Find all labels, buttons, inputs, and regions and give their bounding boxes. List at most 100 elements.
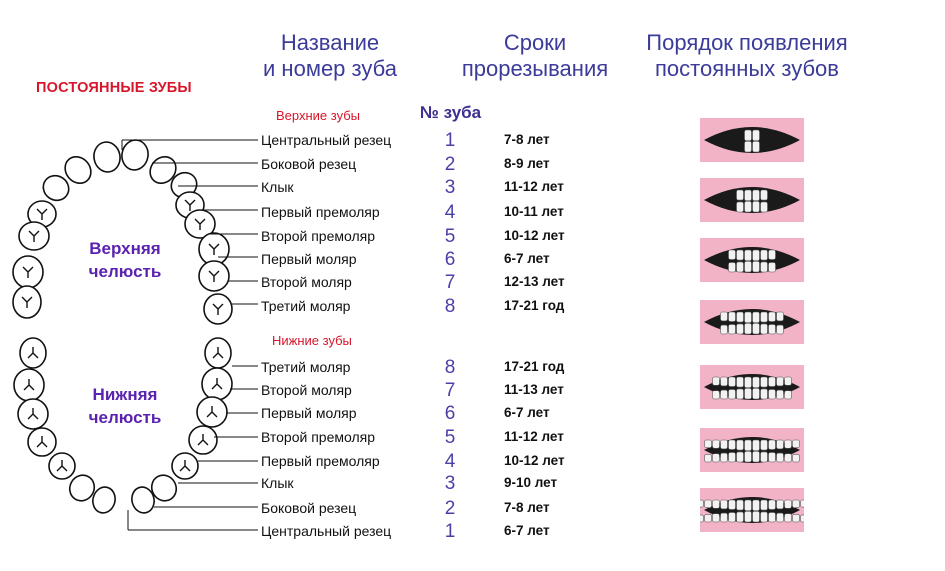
header-order-line1: Порядок появления	[646, 30, 848, 55]
lower-erupted-tooth	[776, 452, 784, 463]
upper-erupted-tooth	[704, 499, 712, 508]
lower-teeth-label: Нижние зубы	[272, 333, 352, 348]
upper-erupted-tooth	[752, 129, 760, 141]
lower-tooth-row: Второй моляр 7 11-13 лет	[0, 379, 945, 401]
upper-erupted-tooth	[736, 499, 744, 511]
lower-erupted-tooth	[712, 390, 720, 400]
lower-erupted-tooth	[744, 322, 752, 335]
tooth-name: Центральный резец	[261, 132, 392, 148]
lower-erupted-tooth	[728, 324, 736, 335]
lower-erupted-tooth	[784, 513, 792, 523]
lower-tooth-shape	[150, 474, 178, 502]
lower-erupted-tooth	[752, 450, 760, 463]
upper-erupted-tooth	[784, 376, 792, 386]
tooth-number: 7	[444, 272, 456, 293]
tooth-name: Второй моляр	[261, 382, 352, 398]
tooth-name: Боковой резец	[261, 500, 357, 516]
lower-erupted-tooth	[768, 512, 776, 523]
upper-jaw-label: Верхняя челюсть	[70, 237, 180, 283]
lower-erupted-tooth	[776, 512, 784, 523]
mouth-opening	[704, 187, 800, 213]
lower-erupted-tooth	[736, 451, 744, 463]
tooth-name: Третий моляр	[261, 298, 351, 314]
tooth-number: 8	[444, 357, 456, 378]
lower-erupted-tooth	[704, 453, 712, 463]
upper-erupted-tooth	[752, 311, 760, 323]
header-time-line1: Сроки	[503, 30, 567, 55]
tooth-name: Третий моляр	[261, 359, 351, 375]
tooth-name: Второй моляр	[261, 274, 352, 290]
upper-erupted-tooth	[760, 249, 768, 261]
upper-tooth-row: Первый премоляр 4 10-11 лет	[0, 201, 945, 223]
eruption-time: 11-12 лет	[504, 179, 564, 194]
upper-erupted-tooth	[736, 376, 744, 388]
lower-erupted-tooth	[712, 453, 720, 463]
lower-erupted-tooth	[728, 512, 736, 523]
upper-erupted-tooth	[744, 499, 752, 511]
header-name-number: Название и номер зуба	[250, 30, 410, 82]
lower-erupted-tooth	[744, 140, 752, 153]
lower-tooth-shape	[68, 474, 96, 502]
tooth-name: Боковой резец	[261, 156, 357, 172]
upper-erupted-tooth	[704, 439, 712, 448]
lower-erupted-tooth	[736, 201, 744, 213]
tooth-number: 5	[444, 427, 456, 448]
eruption-time: 11-13 лет	[504, 382, 564, 397]
tooth-fissure	[28, 230, 40, 242]
lower-erupted-tooth	[776, 389, 784, 400]
lower-jaw-label-line1: Нижняя	[92, 385, 158, 404]
lower-erupted-tooth	[760, 511, 768, 523]
header-eruption-time: Сроки прорезывания	[455, 30, 615, 82]
lower-erupted-tooth	[728, 389, 736, 400]
upper-erupted-tooth	[744, 311, 752, 323]
lower-erupted-tooth	[712, 513, 720, 523]
header-order-line2: постоянных зубов	[655, 56, 839, 81]
tooth-name: Второй премоляр	[261, 429, 375, 445]
lower-erupted-tooth	[760, 261, 768, 273]
tooth-name: Первый моляр	[261, 405, 357, 421]
lower-erupted-tooth	[768, 389, 776, 400]
lower-erupted-tooth	[760, 451, 768, 463]
lower-erupted-tooth	[752, 260, 760, 273]
eruption-time: 6-7 лет	[504, 405, 550, 420]
upper-erupted-tooth	[736, 439, 744, 451]
upper-tooth-row: Второй премоляр 5 10-12 лет	[0, 225, 945, 247]
mouth-opening	[704, 437, 800, 463]
upper-erupted-tooth	[720, 499, 728, 510]
tooth-fissure	[179, 460, 191, 472]
tooth-number: 8	[444, 296, 456, 317]
lower-erupted-tooth	[744, 260, 752, 273]
tooth-fissure	[211, 378, 223, 390]
upper-tooth-row: Второй моляр 7 12-13 лет	[0, 271, 945, 293]
lower-erupted-tooth	[752, 140, 760, 153]
upper-erupted-tooth	[776, 499, 784, 510]
upper-erupted-tooth	[768, 376, 776, 387]
lower-tooth-row: Первый моляр 6 6-7 лет	[0, 402, 945, 424]
lower-erupted-tooth	[760, 388, 768, 400]
lower-tooth-row: Клык 3 9-10 лет	[0, 472, 945, 494]
upper-teeth-label: Верхние зубы	[276, 108, 361, 123]
tooth-fissure	[27, 408, 39, 420]
eruption-time: 10-12 лет	[504, 453, 565, 468]
tooth-fissure	[208, 270, 220, 282]
upper-erupted-tooth	[768, 439, 776, 450]
upper-erupted-tooth	[752, 189, 760, 201]
tooth-number: 3	[444, 177, 456, 198]
upper-erupted-tooth	[776, 311, 784, 322]
header-time-line2: прорезывания	[461, 56, 609, 81]
lower-erupted-tooth	[776, 324, 784, 335]
header-order: Порядок появления постоянных зубов	[640, 30, 854, 82]
mouth-opening	[704, 127, 800, 153]
eruption-stage-2	[700, 178, 804, 222]
tooth-name: Первый премоляр	[261, 204, 380, 220]
tooth-name: Клык	[261, 179, 294, 195]
lower-erupted-tooth	[752, 510, 760, 523]
lower-tooth-row: Второй премоляр 5 11-12 лет	[0, 426, 945, 448]
lower-erupted-tooth	[768, 262, 776, 273]
upper-erupted-tooth	[712, 439, 720, 449]
tooth-number: 6	[444, 249, 456, 270]
tooth-name: Первый моляр	[261, 251, 357, 267]
lower-jaw-label-line2: челюсть	[88, 408, 162, 427]
upper-erupted-tooth	[768, 249, 776, 260]
lower-erupted-tooth	[704, 513, 712, 523]
